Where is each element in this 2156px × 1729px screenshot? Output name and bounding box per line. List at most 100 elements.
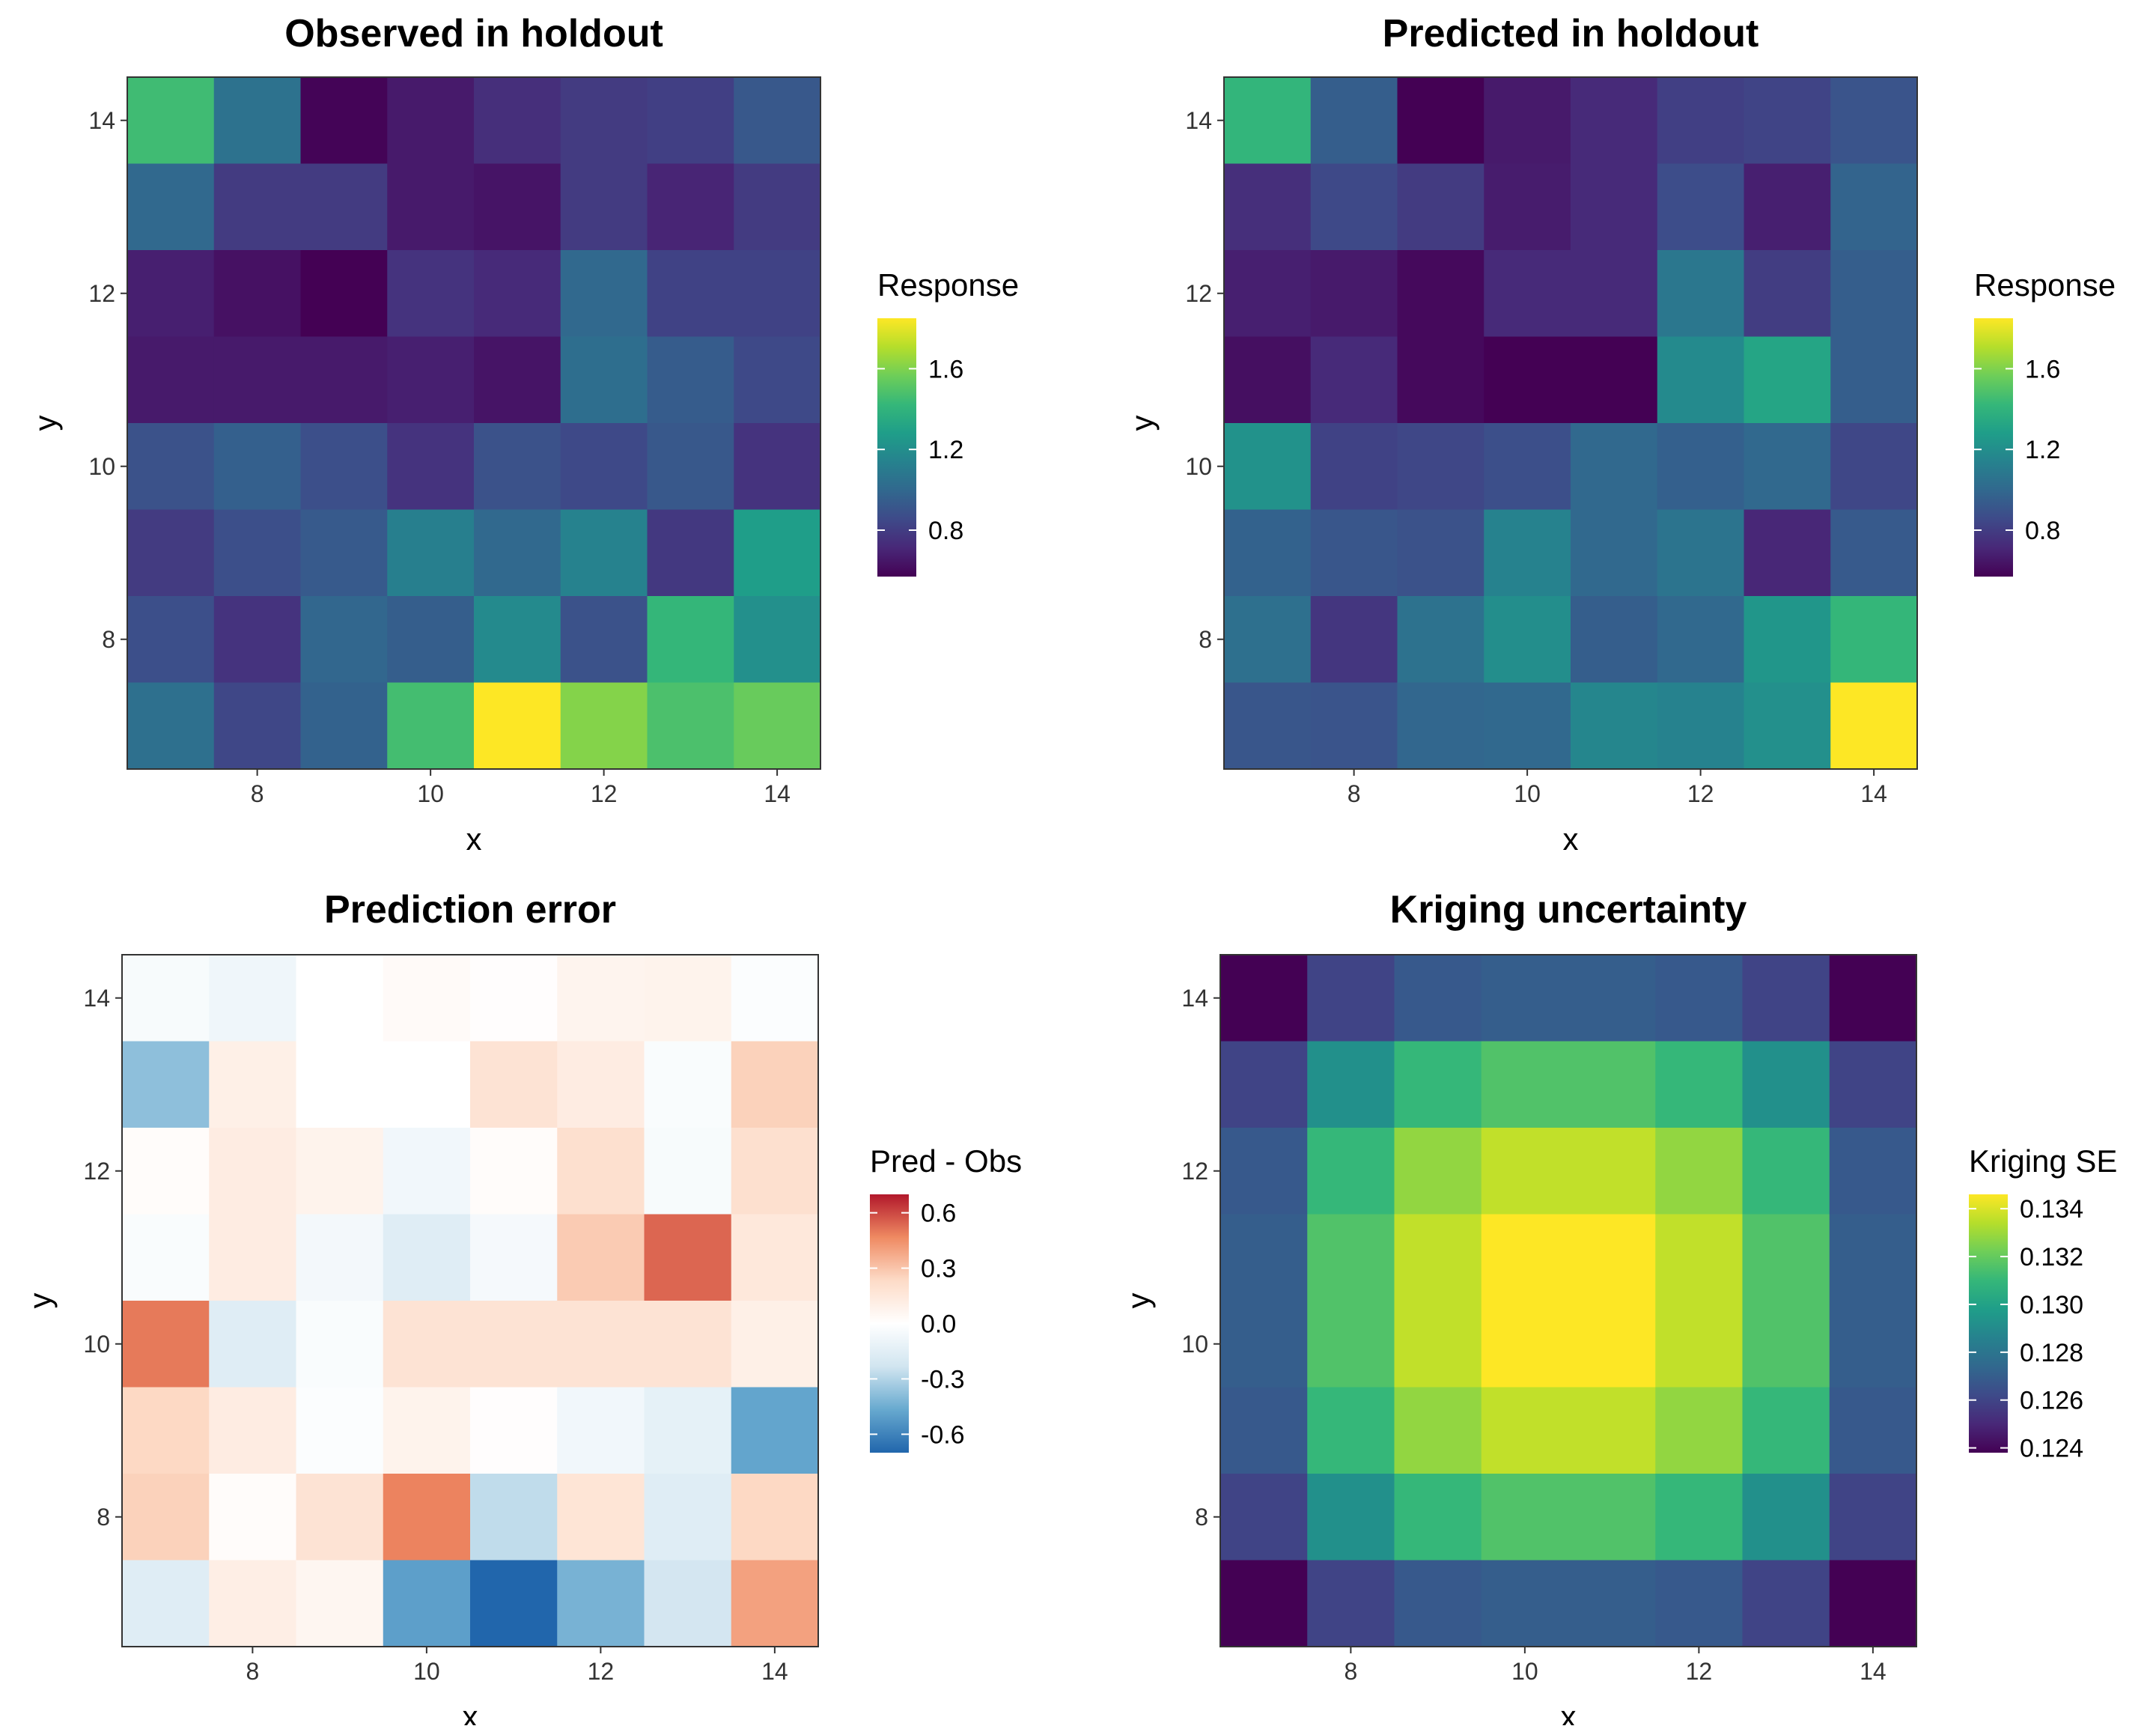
heatmap-cell	[1742, 1560, 1830, 1647]
heatmap-cell	[734, 596, 821, 684]
heatmap-cell	[1829, 1560, 1917, 1647]
heatmap-cell	[1742, 1474, 1830, 1561]
heatmap-cell	[122, 1214, 210, 1301]
heatmap-cell	[1307, 1560, 1395, 1647]
y-tick-label: 8	[102, 626, 115, 653]
heatmap-cell	[209, 1301, 297, 1388]
heatmap-cell	[1224, 509, 1312, 597]
heatmap-cell	[387, 509, 475, 597]
heatmap-cell	[387, 163, 475, 251]
x-tick-label: 10	[413, 1658, 440, 1685]
heatmap-cell	[1657, 596, 1745, 684]
y-tick-label: 10	[83, 1331, 110, 1358]
heatmap-cell	[1657, 250, 1745, 338]
heatmap-cell	[474, 250, 561, 338]
heatmap-cell	[1394, 1387, 1482, 1474]
heatmap-cell	[731, 955, 819, 1042]
x-tick-label: 10	[1514, 780, 1541, 807]
heatmap-cell	[1657, 423, 1745, 511]
legend-tick-label: 0.130	[2020, 1291, 2083, 1319]
heatmap-cell	[1657, 336, 1745, 424]
heatmap-cell	[1394, 1214, 1482, 1301]
heatmap-cell	[1397, 250, 1484, 338]
legend-tick-label: 0.3	[921, 1255, 956, 1283]
heatmap-cell	[1829, 1214, 1917, 1301]
heatmap-cell	[731, 1301, 819, 1388]
heatmap-cell	[1568, 1301, 1656, 1388]
heatmap-cell	[1484, 682, 1571, 770]
heatmap-cell	[1397, 336, 1484, 424]
legend-colorbar	[877, 318, 916, 577]
heatmap-cell	[734, 250, 821, 338]
heatmap-cell	[1568, 1128, 1656, 1215]
y-tick-label: 14	[1181, 985, 1208, 1012]
heatmap-cell	[387, 77, 475, 165]
legend: Kriging SE 0.134 0.132 0.130 0.128 0.126 0.124	[1969, 1143, 2117, 1463]
heatmap-cell	[1829, 1041, 1917, 1128]
heatmap-cell	[1224, 596, 1312, 684]
heatmap-cell	[1307, 1301, 1395, 1388]
heatmap-cell	[383, 1560, 471, 1647]
legend-tick-label: 1.6	[928, 355, 963, 383]
heatmap-cell	[127, 336, 215, 424]
heatmap-cell	[1568, 1560, 1656, 1647]
heatmap-cell	[1481, 1387, 1569, 1474]
legend-tick-label: 0.134	[2020, 1195, 2083, 1224]
heatmap-cell	[387, 596, 475, 684]
heatmap-cell	[1744, 423, 1831, 511]
heatmap-cell	[1655, 1387, 1744, 1474]
heatmap-cell	[213, 596, 302, 684]
heatmap-cell	[560, 682, 648, 770]
heatmap-cell	[1829, 1301, 1917, 1388]
heatmap-cell	[383, 1041, 471, 1128]
heatmap-cell	[296, 1041, 384, 1128]
heatmap-cell	[644, 1387, 732, 1474]
heatmap-cell	[647, 250, 734, 338]
heatmap-cell	[1571, 596, 1658, 684]
heatmap-cell	[1307, 1474, 1395, 1561]
heatmap-cell	[560, 509, 648, 597]
heatmap-cell	[647, 163, 734, 251]
heatmap-cell	[1224, 336, 1312, 424]
heatmap-cell	[213, 163, 302, 251]
heatmap-cell	[213, 682, 302, 770]
y-tick-label: 12	[1181, 1158, 1208, 1185]
legend-tick-label: -0.3	[921, 1365, 965, 1394]
heatmap-cell	[300, 509, 388, 597]
heatmap-cell	[127, 77, 215, 165]
heatmap-cell	[1742, 1301, 1830, 1388]
heatmap-cell	[647, 423, 734, 511]
heatmap-cell	[1657, 509, 1745, 597]
x-tick-label: 14	[764, 780, 791, 807]
heatmap-cell	[1744, 596, 1831, 684]
x-tick-label: 10	[1511, 1658, 1538, 1685]
heatmap-cell	[296, 1560, 384, 1647]
heatmap-cell	[127, 509, 215, 597]
heatmap-cell	[300, 77, 388, 165]
heatmap-cell	[300, 596, 388, 684]
heatmap-cell	[1310, 596, 1398, 684]
heatmap-cell	[213, 77, 302, 165]
heatmap-cell	[122, 1474, 210, 1561]
panel-1: Observed in holdout 8 10 12 14 8 10 12 14 x y Respo…	[28, 12, 1019, 857]
legend-title: Response	[1974, 267, 2116, 303]
heatmap-cell	[1224, 163, 1312, 251]
heatmap-cell	[296, 1214, 384, 1301]
heatmap-cell	[1830, 509, 1918, 597]
heatmap-cell	[209, 1041, 297, 1128]
panel-title: Observed in holdout	[284, 12, 663, 55]
heatmap-cell	[122, 955, 210, 1042]
heatmap-cell	[1484, 423, 1571, 511]
heatmap-cell	[474, 336, 561, 424]
heatmap-cell	[209, 1128, 297, 1215]
heatmap-cell	[470, 1560, 558, 1647]
panel-2: Predicted in holdout 8 10 12 14 8 10 12 14 x y Resp…	[1124, 12, 2116, 857]
legend: Response 1.6 1.2 0.8	[1974, 267, 2116, 577]
heatmap-cell	[122, 1560, 210, 1647]
y-tick-label: 14	[83, 985, 110, 1012]
heatmap-cell	[734, 509, 821, 597]
heatmap-cell	[209, 1214, 297, 1301]
heatmap-cell	[1220, 1474, 1308, 1561]
legend-tick-label: 0.8	[928, 517, 963, 545]
heatmap-cell	[557, 1301, 645, 1388]
